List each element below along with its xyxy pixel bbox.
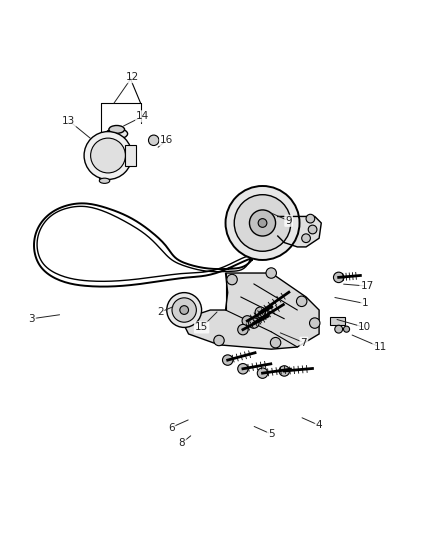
Circle shape [250, 210, 276, 236]
Circle shape [302, 234, 311, 243]
Circle shape [333, 272, 344, 282]
Circle shape [335, 325, 343, 333]
Circle shape [180, 305, 188, 314]
Text: 13: 13 [62, 116, 75, 126]
Ellipse shape [106, 128, 127, 139]
Circle shape [238, 364, 248, 374]
Circle shape [297, 296, 307, 306]
Bar [330, 318, 345, 325]
Bar [125, 144, 136, 166]
Text: 9: 9 [285, 216, 292, 226]
Text: 2: 2 [157, 307, 163, 317]
Circle shape [91, 138, 125, 173]
Circle shape [306, 214, 315, 223]
Circle shape [270, 337, 281, 348]
Text: 12: 12 [125, 72, 138, 82]
Circle shape [279, 366, 290, 376]
Circle shape [226, 186, 300, 260]
Circle shape [242, 316, 253, 326]
Text: 7: 7 [300, 338, 307, 348]
Ellipse shape [109, 125, 124, 133]
Text: 5: 5 [268, 429, 275, 439]
Circle shape [310, 318, 320, 328]
Circle shape [167, 293, 201, 327]
Text: 3: 3 [28, 314, 35, 324]
Text: 10: 10 [358, 322, 371, 333]
Circle shape [227, 274, 237, 285]
Ellipse shape [99, 178, 110, 183]
Circle shape [258, 219, 267, 228]
Circle shape [238, 325, 248, 335]
Text: 16: 16 [160, 135, 173, 146]
Polygon shape [278, 216, 321, 247]
Circle shape [148, 135, 159, 146]
Text: 17: 17 [360, 281, 374, 291]
Circle shape [172, 298, 196, 322]
Circle shape [249, 318, 259, 328]
Circle shape [84, 132, 132, 180]
Circle shape [308, 225, 317, 234]
Circle shape [255, 307, 265, 318]
Circle shape [266, 268, 276, 278]
Text: 11: 11 [374, 342, 387, 352]
Text: 15: 15 [195, 322, 208, 333]
Text: 1: 1 [361, 298, 368, 309]
Circle shape [214, 335, 224, 346]
Polygon shape [184, 273, 319, 349]
Text: 4: 4 [316, 421, 322, 430]
Text: 8: 8 [179, 438, 185, 448]
Circle shape [234, 195, 291, 251]
Circle shape [257, 368, 268, 378]
Circle shape [223, 355, 233, 365]
Text: 6: 6 [168, 423, 174, 433]
Text: 14: 14 [136, 111, 149, 122]
Circle shape [343, 326, 350, 332]
